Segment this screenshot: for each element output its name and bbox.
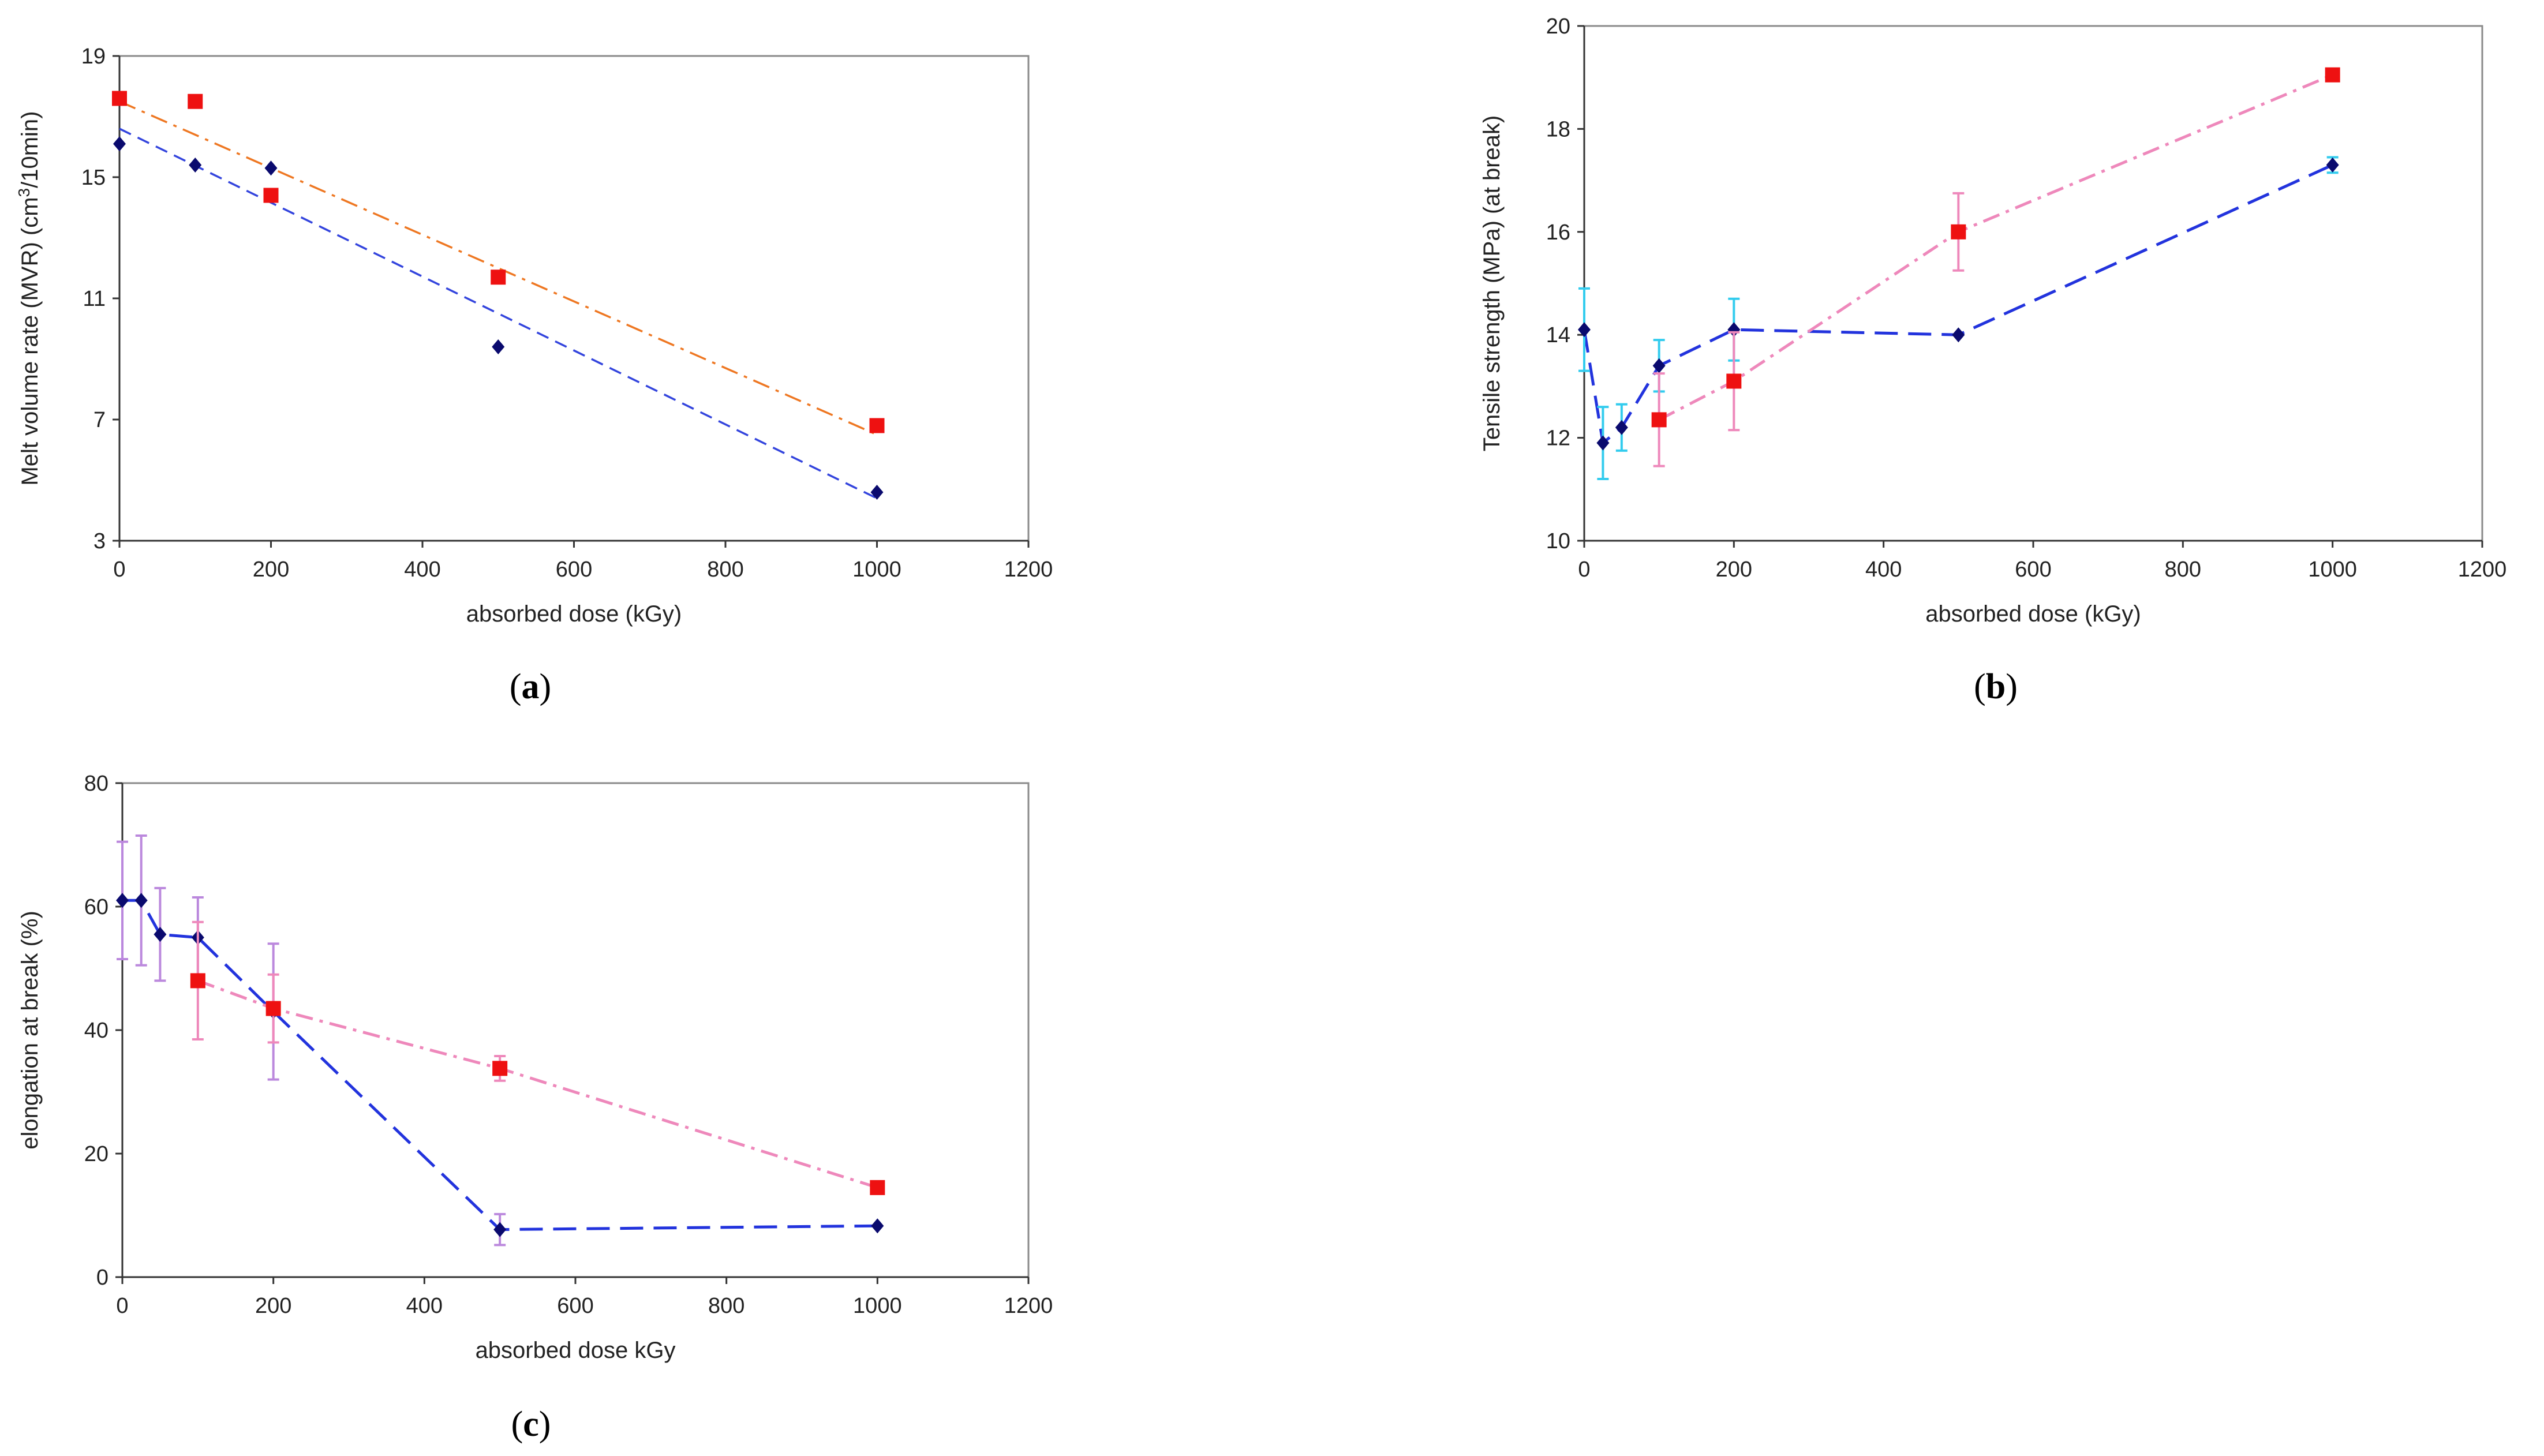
- red-squares-point: [2325, 67, 2340, 83]
- blue-diamonds-point: [264, 160, 278, 176]
- panel-caption-paren: ): [2006, 667, 2018, 706]
- panel-caption-letter: c: [523, 1405, 539, 1444]
- y-axis-title: elongation at break (%): [17, 911, 43, 1150]
- blue-diamonds-point: [189, 158, 202, 173]
- x-tick-label: 1200: [2458, 557, 2507, 582]
- panel-caption-paren: (: [511, 1405, 523, 1444]
- x-tick-label: 400: [404, 557, 440, 582]
- blue-diamonds-point: [492, 339, 505, 354]
- x-tick-label: 400: [406, 1294, 443, 1318]
- red-squares-point: [1651, 412, 1667, 428]
- y-tick-label: 20: [1546, 14, 1570, 39]
- panel-caption-letter: b: [1986, 667, 2006, 706]
- y-tick-label: 19: [81, 44, 106, 69]
- y-axis-title-text: /10min): [17, 111, 43, 188]
- blue-diamonds-point: [1596, 435, 1610, 451]
- blue-diamonds-point: [154, 927, 167, 942]
- panel-caption-paren: ): [539, 1405, 551, 1444]
- x-tick-label: 1000: [853, 1294, 902, 1318]
- blue-diamonds-point: [1727, 322, 1741, 338]
- red-squares-point: [869, 418, 885, 433]
- x-tick-label: 1000: [2308, 557, 2357, 582]
- x-tick-label: 800: [707, 557, 743, 582]
- panel-caption-letter: a: [522, 667, 540, 706]
- chart-a: 0 200 400 600 800 1000 1200 3 7 11 15 19 absorbed do…: [15, 44, 1053, 706]
- red-squares-point: [188, 93, 203, 109]
- panel-caption-paren: (: [1974, 667, 1986, 706]
- panel-caption: (b): [1974, 667, 2018, 706]
- red-squares-point: [112, 91, 127, 106]
- y-axis-title-text: Tensile strength (MPa) (at break): [1479, 115, 1505, 451]
- blue-diamonds-point: [1952, 327, 1965, 343]
- x-axis-title: absorbed dose (kGy): [1925, 601, 2141, 627]
- red-squares-point: [491, 270, 506, 285]
- x-tick-label: 600: [557, 1294, 593, 1318]
- panel-caption-paren: (: [510, 667, 522, 706]
- x-tick-label: 600: [2015, 557, 2051, 582]
- x-tick-label: 0: [1578, 557, 1590, 582]
- y-axis-title: Tensile strength (MPa) (at break): [1479, 115, 1505, 451]
- x-axis-title: absorbed dose (kGy): [466, 601, 682, 627]
- blue-diamonds-point: [1578, 322, 1591, 338]
- red-squares-line: [1658, 73, 2333, 421]
- x-tick-label: 200: [253, 557, 289, 582]
- blue-diamonds-point: [871, 1218, 884, 1234]
- red-squares-point: [190, 973, 205, 989]
- red-squares-point: [1951, 224, 1966, 239]
- y-axis-title-superscript: 3: [15, 188, 33, 197]
- red-squares-point: [870, 1180, 885, 1195]
- y-tick-label: 11: [83, 287, 106, 311]
- x-tick-label: 800: [708, 1294, 745, 1318]
- blue-diamonds-point: [134, 893, 148, 908]
- y-axis-title-text: Melt volume rate (MVR) (cm: [17, 197, 43, 485]
- y-tick-label: 10: [1546, 529, 1570, 553]
- blue-diamonds-point: [1615, 420, 1628, 435]
- blue-diamonds-point: [116, 893, 129, 908]
- red-squares-point: [492, 1061, 508, 1076]
- y-tick-label: 40: [84, 1019, 109, 1043]
- y-tick-label: 7: [93, 408, 106, 432]
- y-tick-label: 14: [1546, 323, 1570, 347]
- red-squares-point: [1726, 373, 1742, 389]
- chart-c: 0 200 400 600 800 1000 1200 0 20 40 60 80 absorbed d…: [17, 772, 1053, 1444]
- y-tick-label: 20: [84, 1142, 109, 1166]
- y-tick-label: 0: [96, 1266, 109, 1290]
- panel-caption-paren: ): [540, 667, 552, 706]
- blue-diamonds-point: [870, 485, 884, 500]
- x-tick-label: 400: [1865, 557, 1902, 582]
- chart-b: 0 200 400 600 800 1000 1200 10 12 14 16 18 20 absorbe…: [1479, 14, 2506, 706]
- red-squares-point: [263, 188, 279, 203]
- blue-diamonds-point: [1652, 358, 1666, 373]
- x-tick-label: 0: [113, 557, 125, 582]
- blue-diamonds-point: [113, 136, 126, 152]
- x-tick-label: 600: [556, 557, 592, 582]
- x-tick-label: 0: [116, 1294, 128, 1318]
- blue-diamonds-point: [2326, 157, 2339, 173]
- y-axis-title-text: elongation at break (%): [17, 911, 43, 1150]
- red-squares-line: [197, 979, 878, 1189]
- y-tick-label: 16: [1546, 220, 1570, 245]
- y-tick-label: 18: [1546, 117, 1570, 141]
- red-squares-point: [265, 1001, 281, 1016]
- x-tick-label: 200: [255, 1294, 291, 1318]
- x-tick-label: 200: [1716, 557, 1752, 582]
- panel-caption: (c): [511, 1405, 551, 1444]
- x-tick-label: 800: [2165, 557, 2201, 582]
- panel-caption: (a): [510, 667, 551, 706]
- x-tick-label: 1000: [852, 557, 901, 582]
- y-tick-label: 15: [81, 166, 106, 190]
- y-tick-label: 60: [84, 895, 109, 919]
- y-tick-label: 12: [1546, 426, 1570, 451]
- x-axis-title: absorbed dose kGy: [476, 1338, 676, 1363]
- y-tick-label: 80: [84, 772, 109, 796]
- blue-diamonds-point: [493, 1222, 507, 1237]
- y-tick-label: 3: [93, 529, 106, 553]
- x-tick-label: 1200: [1004, 1294, 1053, 1318]
- x-tick-label: 1200: [1004, 557, 1053, 582]
- y-axis-title: Melt volume rate (MVR) (cm3/10min): [15, 111, 43, 485]
